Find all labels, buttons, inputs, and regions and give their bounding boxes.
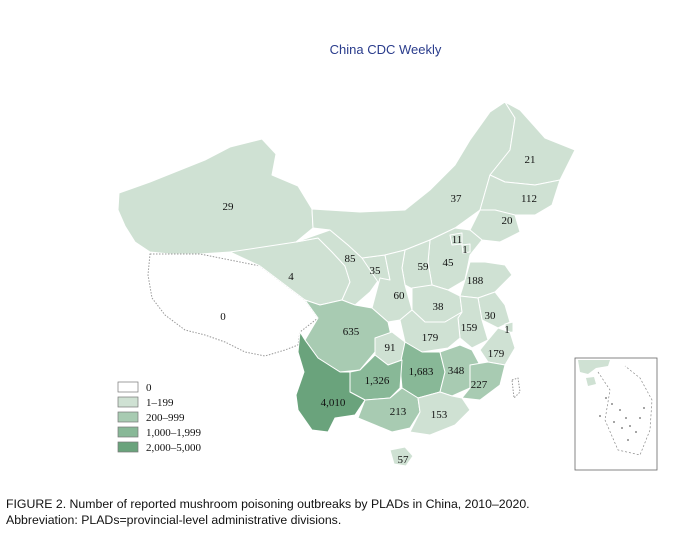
label-jiangsu: 30 xyxy=(485,310,497,322)
figure-caption: FIGURE 2. Number of reported mushroom po… xyxy=(6,496,676,528)
label-sichuan: 635 xyxy=(343,326,360,338)
label-hubei: 179 xyxy=(422,332,439,344)
label-shaanxi: 60 xyxy=(394,290,406,302)
south-china-sea-inset xyxy=(574,357,658,471)
region-zhejiang xyxy=(479,327,516,366)
region-taiwan xyxy=(511,377,521,399)
label-heilongjiang: 21 xyxy=(525,154,536,166)
label-jilin: 112 xyxy=(521,193,537,205)
label-qinghai: 4 xyxy=(288,271,294,283)
legend-label-1: 1–199 xyxy=(146,397,174,409)
label-fujian: 227 xyxy=(471,379,488,391)
region-shanghai xyxy=(504,321,514,334)
region-tianjin xyxy=(461,243,471,254)
label-guangxi: 213 xyxy=(390,406,407,418)
label-shanghai: 1 xyxy=(504,324,510,336)
legend-swatch-3 xyxy=(117,426,139,438)
label-shandong: 188 xyxy=(467,275,484,287)
inset-dashed-line xyxy=(597,365,653,456)
inset-islands xyxy=(599,397,645,441)
label-hebei: 45 xyxy=(443,257,455,269)
label-shanxi: 59 xyxy=(418,261,430,273)
region-xinjiang xyxy=(117,138,314,255)
label-hunan: 1,683 xyxy=(409,366,434,378)
legend-label-3: 1,000–1,999 xyxy=(146,427,202,439)
label-guangdong: 153 xyxy=(431,409,448,421)
legend-swatch-2 xyxy=(117,411,139,423)
label-tibet: 0 xyxy=(220,311,226,323)
region-tibet xyxy=(147,253,319,357)
legend-label-2: 200–999 xyxy=(146,412,185,424)
journal-title: China CDC Weekly xyxy=(0,42,683,57)
label-jiangxi: 348 xyxy=(448,365,465,377)
label-ningxia: 35 xyxy=(370,265,382,277)
inset-frame xyxy=(574,357,658,471)
journal-title-text: China CDC Weekly xyxy=(329,42,442,57)
legend-swatch-4 xyxy=(117,441,139,453)
region-hainan xyxy=(389,446,414,467)
region-beijing xyxy=(449,232,463,246)
legend-label-0: 0 xyxy=(146,382,152,394)
label-liaoning: 20 xyxy=(502,215,514,227)
caption-line-1: FIGURE 2. Number of reported mushroom po… xyxy=(6,497,530,511)
label-inner-mongolia: 37 xyxy=(451,193,463,205)
label-anhui: 159 xyxy=(461,322,478,334)
region-guangdong xyxy=(409,391,471,436)
caption-line-2: Abbreviation: PLADs=provincial-level adm… xyxy=(6,513,342,527)
region-fujian xyxy=(461,361,506,401)
label-xinjiang: 29 xyxy=(223,201,235,213)
label-henan: 38 xyxy=(433,301,445,313)
label-guizhou: 1,326 xyxy=(365,375,390,387)
region-yunnan xyxy=(295,331,366,433)
inset-mainland-coast xyxy=(578,360,610,374)
inset-hainan xyxy=(586,377,596,386)
legend: 0 1–199 200–999 1,000–1,999 2,000–5,000 xyxy=(117,381,202,454)
label-yunnan: 4,010 xyxy=(321,397,346,409)
label-chongqing: 91 xyxy=(385,342,396,354)
region-guangxi xyxy=(357,387,421,433)
label-hainan: 57 xyxy=(398,454,410,466)
label-zhejiang: 179 xyxy=(488,348,505,360)
label-tianjin: 1 xyxy=(462,244,468,256)
legend-label-4: 2,000–5,000 xyxy=(146,442,202,454)
legend-swatch-0 xyxy=(117,381,139,393)
legend-swatch-1 xyxy=(117,396,139,408)
label-gansu: 85 xyxy=(345,253,357,265)
label-beijing: 11 xyxy=(452,234,463,246)
